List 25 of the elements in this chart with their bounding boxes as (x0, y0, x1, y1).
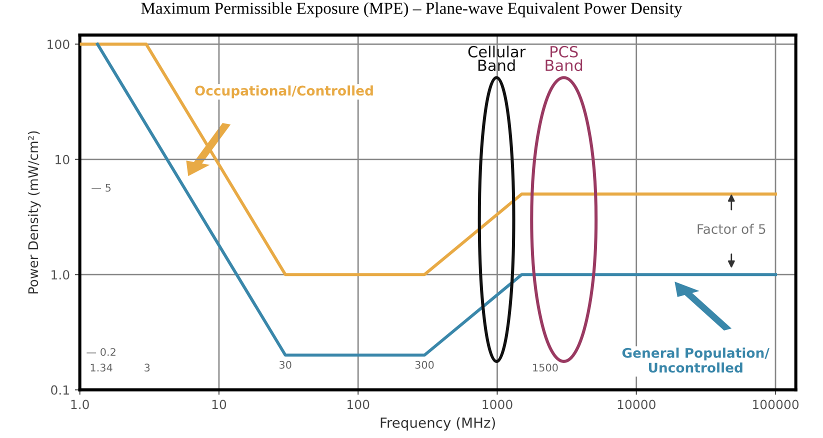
annotation: Cellular Band (468, 46, 526, 72)
x-tick-label: 100000 (753, 400, 799, 410)
x-tick-label: 1000 (482, 400, 512, 410)
y-tick-label: 0.1 (51, 385, 69, 395)
annotation: — 5 (92, 184, 111, 192)
x-tick-label: 1.0 (71, 400, 89, 410)
annotation: 30 (280, 360, 292, 369)
x-tick-label: 10000 (618, 400, 656, 410)
annotation: 1500 (533, 364, 558, 372)
annotation: 1.34 (90, 364, 112, 372)
annotation: Factor of 5 (698, 224, 766, 234)
annotation: — 0.2 (86, 348, 116, 356)
x-axis-title: Frequency (MHz) (380, 417, 495, 431)
annotation: 300 (415, 360, 434, 369)
y-tick-label: 10 (56, 154, 70, 164)
annotation: 3 (144, 364, 150, 372)
y-tick-label: 100 (48, 40, 70, 50)
text: General Population/ Uncontrolled (622, 348, 770, 373)
x-tick-label: 100 (348, 400, 370, 410)
annotation: PCS Band (546, 46, 582, 72)
series-label: Occupational/Controlled (195, 85, 373, 98)
y-axis-title: Power Density (mW/cm²) (28, 131, 41, 294)
x-tick-label: 10 (212, 400, 226, 410)
chart-title: Maximum Permissible Exposure (MPE) – Plane-wave Equivalent Power Density (141, 2, 682, 18)
y-tick-label: 1.0 (52, 270, 70, 280)
